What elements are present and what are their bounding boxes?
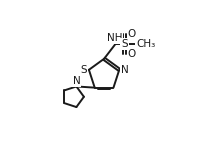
Text: NH: NH (107, 33, 123, 43)
Text: O: O (127, 29, 135, 39)
Text: S: S (121, 39, 128, 49)
Text: CH₃: CH₃ (136, 39, 155, 49)
Text: S: S (80, 65, 87, 75)
Text: N: N (121, 65, 129, 75)
Text: O: O (127, 49, 135, 59)
Text: N: N (73, 76, 80, 86)
